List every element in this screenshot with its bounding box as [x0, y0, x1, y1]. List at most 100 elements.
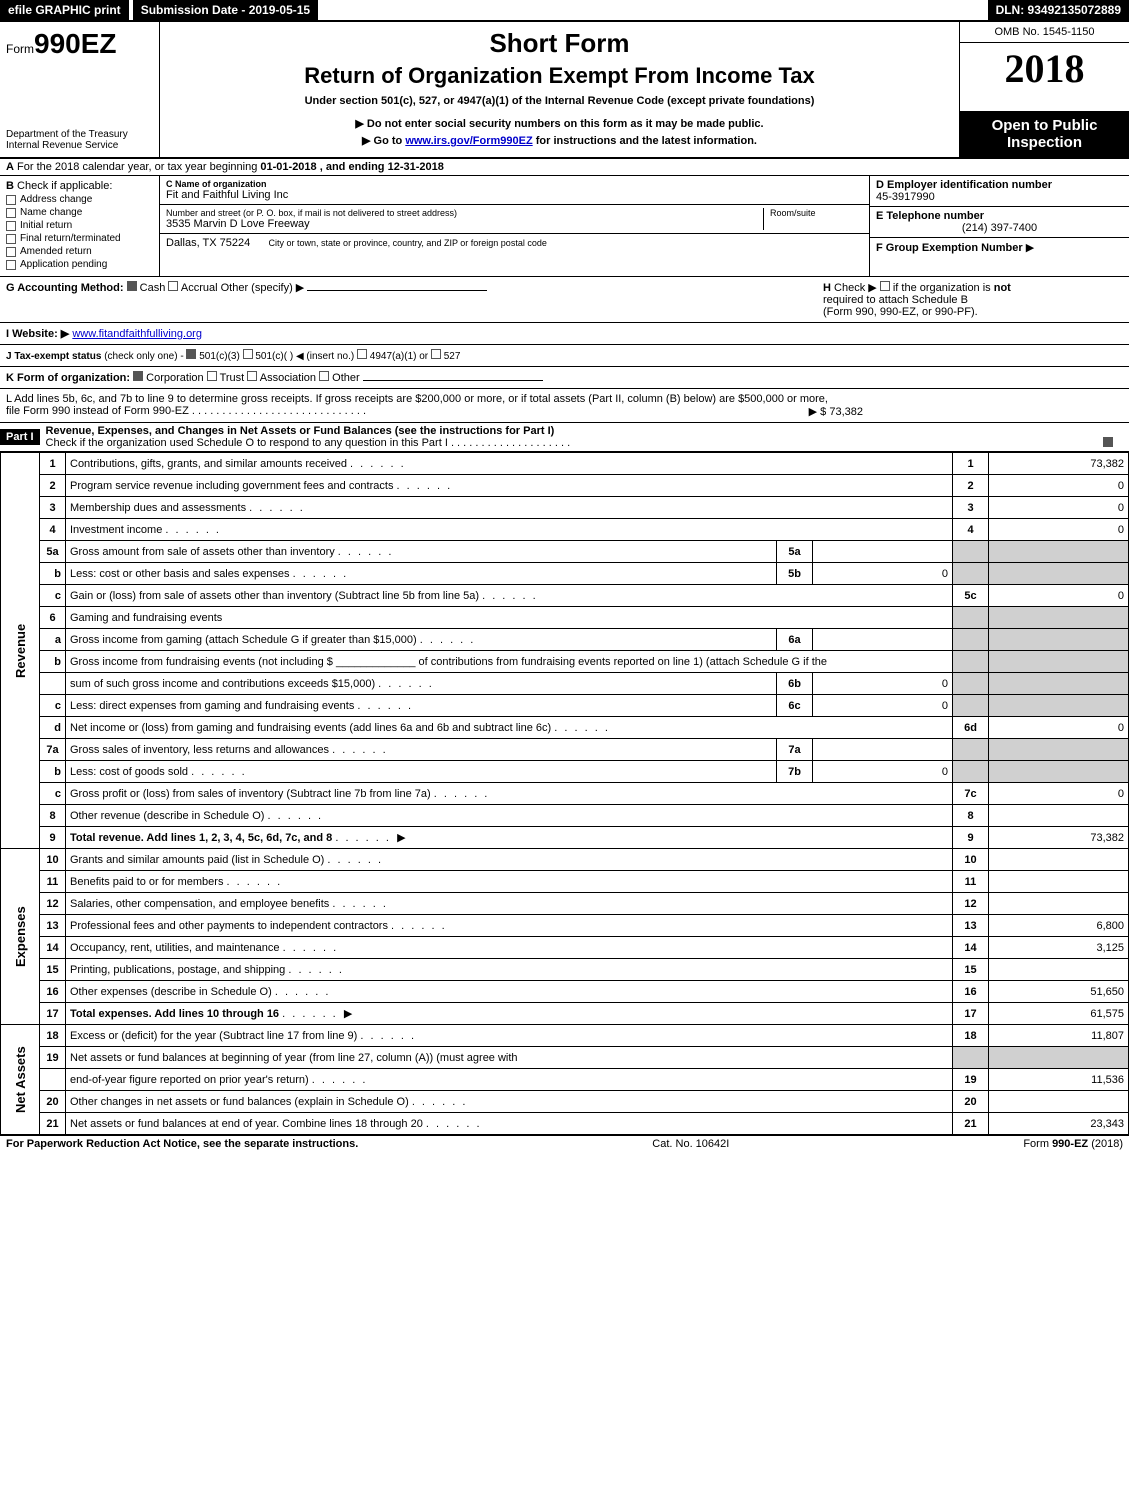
footer-center: Cat. No. 10642I	[652, 1138, 729, 1150]
table-row: 14Occupancy, rent, utilities, and mainte…	[1, 937, 1129, 959]
h-not: not	[994, 282, 1011, 294]
line-description: Occupancy, rent, utilities, and maintena…	[66, 937, 953, 959]
id-right: D Employer identification number 45-3917…	[869, 176, 1129, 276]
efile-print-button[interactable]: efile GRAPHIC print	[0, 0, 129, 20]
line-number: c	[40, 783, 66, 805]
inner-line-number: 6c	[777, 695, 813, 717]
line-description: Net assets or fund balances at beginning…	[66, 1047, 953, 1069]
right-value	[989, 805, 1129, 827]
line-number: 19	[40, 1047, 66, 1069]
b-label: B	[6, 180, 14, 192]
g-cash: Cash	[140, 282, 166, 294]
f-arrow: ▶	[1026, 242, 1034, 254]
right-line-number: 5c	[953, 585, 989, 607]
check-label: Final return/terminated	[20, 233, 121, 244]
line-description: sum of such gross income and contributio…	[66, 673, 777, 695]
line-description: Professional fees and other payments to …	[66, 915, 953, 937]
e-value: (214) 397-7400	[876, 222, 1123, 234]
section-a: A For the 2018 calendar year, or tax yea…	[0, 159, 1129, 176]
inner-value	[813, 629, 953, 651]
line-description: Benefits paid to or for members . . . . …	[66, 871, 953, 893]
check-name-change[interactable]: Name change	[6, 207, 153, 218]
line-number: 13	[40, 915, 66, 937]
right-line-number: 11	[953, 871, 989, 893]
check-amended-return[interactable]: Amended return	[6, 246, 153, 257]
right-value	[989, 1091, 1129, 1113]
right-line-number-shaded	[953, 651, 989, 673]
right-line-number-shaded	[953, 695, 989, 717]
line-j: J Tax-exempt status (check only one) - 5…	[0, 345, 1129, 367]
check-application-pending[interactable]: Application pending	[6, 259, 153, 270]
checkbox-icon[interactable]	[186, 349, 196, 359]
check-address-change[interactable]: Address change	[6, 194, 153, 205]
check-final-return[interactable]: Final return/terminated	[6, 233, 153, 244]
part-1-title-text: Revenue, Expenses, and Changes in Net As…	[46, 425, 555, 437]
right-line-number-shaded	[953, 541, 989, 563]
omb-number: OMB No. 1545-1150	[960, 22, 1129, 43]
submission-date-button[interactable]: Submission Date - 2019-05-15	[133, 0, 318, 20]
addr-value: 3535 Marvin D Love Freeway	[166, 218, 763, 230]
right-line-number: 16	[953, 981, 989, 1003]
d-value: 45-3917990	[876, 191, 1123, 203]
j-text: (check only one) -	[104, 351, 183, 362]
checkbox-icon[interactable]	[319, 371, 329, 381]
table-row: cGain or (loss) from sale of assets othe…	[1, 585, 1129, 607]
right-value-shaded	[989, 695, 1129, 717]
table-row: 2Program service revenue including gover…	[1, 475, 1129, 497]
line-number: 10	[40, 849, 66, 871]
j-501c3: 501(c)(3)	[199, 351, 240, 362]
checkbox-icon[interactable]	[243, 349, 253, 359]
table-row: aGross income from gaming (attach Schedu…	[1, 629, 1129, 651]
check-label: Amended return	[20, 246, 92, 257]
checkbox-icon[interactable]	[357, 349, 367, 359]
right-line-number: 13	[953, 915, 989, 937]
line-number	[40, 673, 66, 695]
inner-value	[813, 739, 953, 761]
j-4947: 4947(a)(1) or	[370, 351, 428, 362]
checkbox-icon[interactable]	[1103, 437, 1113, 447]
org-name-cell: C Name of organization Fit and Faithful …	[160, 176, 869, 205]
l-text1: L Add lines 5b, 6c, and 7b to line 9 to …	[6, 393, 1123, 405]
check-label: Address change	[20, 194, 92, 205]
part-1-table: Revenue1Contributions, gifts, grants, an…	[0, 452, 1129, 1135]
irs-link[interactable]: www.irs.gov/Form990EZ	[405, 135, 532, 147]
h-text1: if the organization is	[893, 282, 994, 294]
inner-value: 0	[813, 563, 953, 585]
g-label: G Accounting Method:	[6, 282, 124, 294]
addr-label: Number and street (or P. O. box, if mail…	[166, 208, 763, 218]
checkbox-icon[interactable]	[431, 349, 441, 359]
line-description: Contributions, gifts, grants, and simila…	[66, 453, 953, 475]
right-line-number: 18	[953, 1025, 989, 1047]
right-value: 0	[989, 497, 1129, 519]
dept-treasury: Department of the Treasury Internal Reve…	[6, 129, 153, 151]
checkbox-icon[interactable]	[133, 371, 143, 381]
line-description: Gross sales of inventory, less returns a…	[66, 739, 777, 761]
line-number: 7a	[40, 739, 66, 761]
checkbox-icon[interactable]	[247, 371, 257, 381]
line-description: Investment income . . . . . .	[66, 519, 953, 541]
right-line-number-shaded	[953, 739, 989, 761]
check-initial-return[interactable]: Initial return	[6, 220, 153, 231]
table-row: Revenue1Contributions, gifts, grants, an…	[1, 453, 1129, 475]
website-link[interactable]: www.fitandfaithfulliving.org	[72, 328, 202, 340]
checkbox-icon[interactable]	[207, 371, 217, 381]
line-number	[40, 1069, 66, 1091]
ein-cell: D Employer identification number 45-3917…	[870, 176, 1129, 207]
right-value-shaded	[989, 541, 1129, 563]
checkbox-icon[interactable]	[880, 281, 890, 291]
subtitle: Under section 501(c), 527, or 4947(a)(1)…	[180, 95, 939, 107]
return-title: Return of Organization Exempt From Incom…	[180, 63, 939, 89]
right-value-shaded	[989, 739, 1129, 761]
line-description: Salaries, other compensation, and employ…	[66, 893, 953, 915]
line-number: 5a	[40, 541, 66, 563]
checkbox-icon[interactable]	[168, 281, 178, 291]
city-label: City or town, state or province, country…	[269, 238, 547, 248]
k-other-input[interactable]	[363, 380, 543, 381]
right-line-number-shaded	[953, 563, 989, 585]
line-description: Grants and similar amounts paid (list in…	[66, 849, 953, 871]
right-value: 0	[989, 475, 1129, 497]
checkbox-icon[interactable]	[127, 281, 137, 291]
line-number: 4	[40, 519, 66, 541]
g-other-input[interactable]	[307, 290, 487, 291]
g-other: Other (specify) ▶	[221, 282, 305, 294]
